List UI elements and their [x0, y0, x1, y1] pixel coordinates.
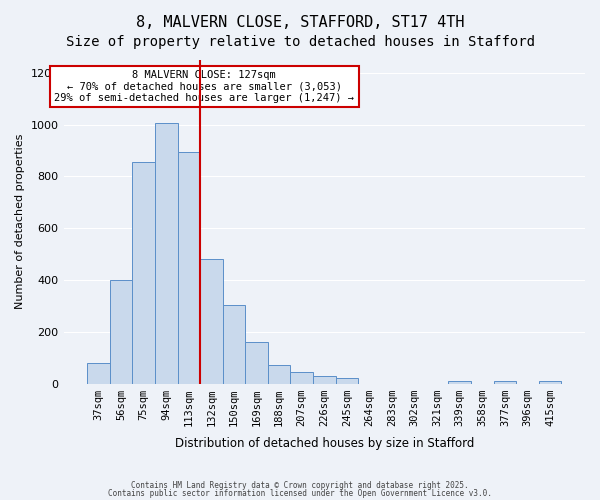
- Bar: [200, 260, 223, 384]
- Text: Contains public sector information licensed under the Open Government Licence v3: Contains public sector information licen…: [108, 488, 492, 498]
- X-axis label: Distribution of detached houses by size in Stafford: Distribution of detached houses by size …: [175, 437, 474, 450]
- Bar: [290, 372, 313, 384]
- Bar: [448, 381, 471, 384]
- Text: Contains HM Land Registry data © Crown copyright and database right 2025.: Contains HM Land Registry data © Crown c…: [131, 481, 469, 490]
- Text: 8, MALVERN CLOSE, STAFFORD, ST17 4TH: 8, MALVERN CLOSE, STAFFORD, ST17 4TH: [136, 15, 464, 30]
- Bar: [223, 304, 245, 384]
- Bar: [539, 381, 561, 384]
- Bar: [110, 280, 133, 384]
- Bar: [335, 378, 358, 384]
- Bar: [87, 363, 110, 384]
- Text: Size of property relative to detached houses in Stafford: Size of property relative to detached ho…: [65, 35, 535, 49]
- Bar: [133, 162, 155, 384]
- Bar: [313, 376, 335, 384]
- Bar: [268, 366, 290, 384]
- Bar: [245, 342, 268, 384]
- Y-axis label: Number of detached properties: Number of detached properties: [15, 134, 25, 310]
- Bar: [178, 152, 200, 384]
- Bar: [155, 124, 178, 384]
- Text: 8 MALVERN CLOSE: 127sqm
← 70% of detached houses are smaller (3,053)
29% of semi: 8 MALVERN CLOSE: 127sqm ← 70% of detache…: [55, 70, 355, 103]
- Bar: [494, 381, 516, 384]
